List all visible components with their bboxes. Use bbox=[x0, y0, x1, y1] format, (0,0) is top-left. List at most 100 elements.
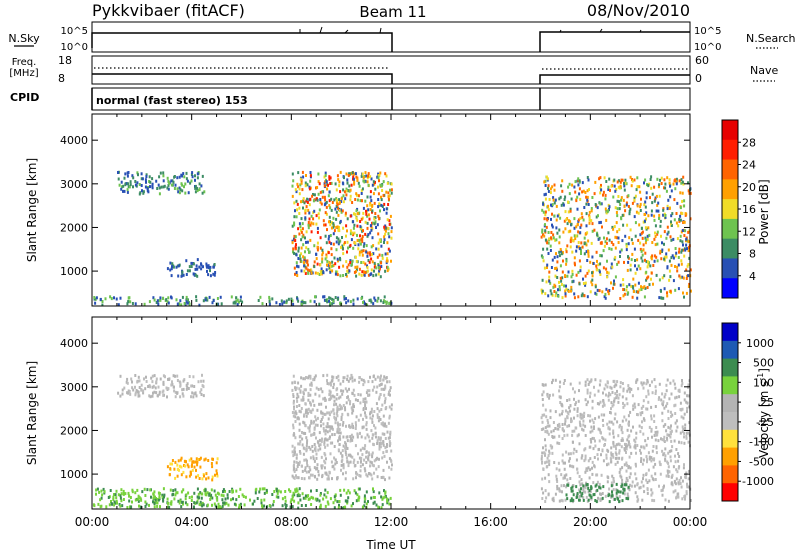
echo-cell bbox=[295, 474, 297, 478]
echo-cell bbox=[308, 269, 311, 273]
echo-cell bbox=[561, 251, 564, 254]
echo-cell bbox=[576, 492, 579, 495]
echo-cell bbox=[550, 203, 552, 207]
echo-cell bbox=[540, 487, 543, 491]
echo-cell bbox=[339, 256, 341, 260]
echo-cell bbox=[596, 453, 599, 457]
echo-cell bbox=[331, 221, 333, 225]
echo-cell bbox=[596, 233, 599, 237]
echo-cell bbox=[308, 250, 310, 254]
echo-cell bbox=[660, 296, 663, 300]
echo-cell bbox=[341, 458, 344, 462]
echo-cell bbox=[315, 186, 317, 190]
echo-cell bbox=[564, 294, 567, 298]
echo-cell bbox=[645, 407, 648, 411]
echo-cell bbox=[550, 292, 553, 296]
echo-cell bbox=[643, 418, 646, 422]
echo-cell bbox=[202, 503, 205, 507]
echo-cell bbox=[191, 463, 193, 467]
echo-cell bbox=[315, 214, 318, 218]
echo-cell bbox=[681, 407, 684, 411]
echo-cell bbox=[587, 459, 590, 463]
echo-cell bbox=[172, 265, 175, 269]
echo-cell bbox=[548, 279, 551, 283]
echo-cell bbox=[650, 271, 653, 275]
echo-cell bbox=[609, 385, 612, 389]
echo-cell bbox=[671, 445, 674, 449]
echo-cell bbox=[689, 191, 692, 195]
echo-cell bbox=[687, 477, 690, 481]
echo-cell bbox=[662, 453, 665, 457]
echo-cell bbox=[353, 231, 356, 235]
echo-cell bbox=[325, 405, 327, 409]
nsearch-tick-top: 10^5 bbox=[694, 26, 721, 37]
echo-cell bbox=[291, 450, 294, 454]
echo-cell bbox=[372, 464, 375, 468]
echo-cell bbox=[575, 225, 578, 229]
echo-cell bbox=[642, 248, 645, 252]
echo-cell bbox=[306, 240, 309, 244]
echo-cell bbox=[151, 182, 154, 186]
echo-cell bbox=[177, 264, 180, 268]
echo-cell bbox=[378, 491, 381, 495]
echo-cell bbox=[345, 187, 348, 191]
echo-cell bbox=[128, 494, 131, 498]
echo-cell bbox=[323, 429, 326, 433]
echo-cell bbox=[562, 230, 565, 234]
nsky-tick-bottom: 10^0 bbox=[61, 42, 88, 53]
echo-cell bbox=[603, 236, 605, 240]
echo-cell bbox=[630, 429, 633, 433]
echo-cell bbox=[185, 387, 188, 391]
echo-cell bbox=[622, 294, 625, 298]
echo-cell bbox=[354, 427, 357, 430]
echo-cell bbox=[352, 404, 355, 408]
echo-cell bbox=[643, 203, 646, 207]
echo-cell bbox=[362, 206, 365, 210]
echo-cell bbox=[616, 236, 618, 240]
echo-cell bbox=[688, 421, 691, 425]
echo-cell bbox=[364, 171, 367, 175]
echo-cell bbox=[555, 467, 558, 471]
echo-cell bbox=[655, 255, 658, 259]
echo-cell bbox=[312, 217, 315, 221]
echo-cell bbox=[380, 203, 383, 207]
echo-cell bbox=[316, 245, 319, 249]
echo-cell bbox=[597, 389, 600, 393]
echo-cell bbox=[293, 448, 296, 452]
echo-cell bbox=[159, 296, 162, 300]
echo-cell bbox=[171, 265, 173, 269]
echo-cell bbox=[623, 292, 626, 296]
echo-cell bbox=[300, 464, 303, 468]
echo-cell bbox=[630, 387, 633, 391]
echo-cell bbox=[350, 406, 353, 410]
echo-cell bbox=[289, 505, 292, 509]
echo-cell bbox=[583, 236, 586, 240]
echo-cell bbox=[620, 196, 623, 200]
echo-cell bbox=[306, 441, 308, 445]
echo-cell bbox=[182, 488, 185, 492]
echo-cell bbox=[300, 181, 303, 185]
echo-cell bbox=[114, 493, 117, 497]
echo-cell bbox=[591, 429, 594, 433]
echo-cell bbox=[648, 425, 651, 429]
echo-cell bbox=[258, 490, 261, 494]
echo-cell bbox=[601, 492, 604, 495]
echo-cell bbox=[578, 282, 581, 286]
echo-cell bbox=[679, 214, 682, 218]
echo-cell bbox=[170, 179, 173, 183]
echo-cell bbox=[590, 486, 593, 490]
echo-cell bbox=[194, 178, 196, 182]
echo-cell bbox=[201, 384, 204, 388]
echo-cell bbox=[162, 393, 165, 397]
echo-cell bbox=[293, 407, 295, 411]
echo-cell bbox=[561, 423, 564, 426]
echo-cell bbox=[316, 271, 319, 275]
echo-cell bbox=[200, 388, 203, 392]
echo-cell bbox=[677, 452, 680, 456]
echo-cell bbox=[203, 458, 206, 462]
echo-cell bbox=[126, 190, 129, 194]
echo-cell bbox=[249, 498, 251, 502]
echo-cell bbox=[176, 379, 179, 382]
echo-cell bbox=[582, 489, 585, 493]
echo-cell bbox=[145, 375, 147, 379]
